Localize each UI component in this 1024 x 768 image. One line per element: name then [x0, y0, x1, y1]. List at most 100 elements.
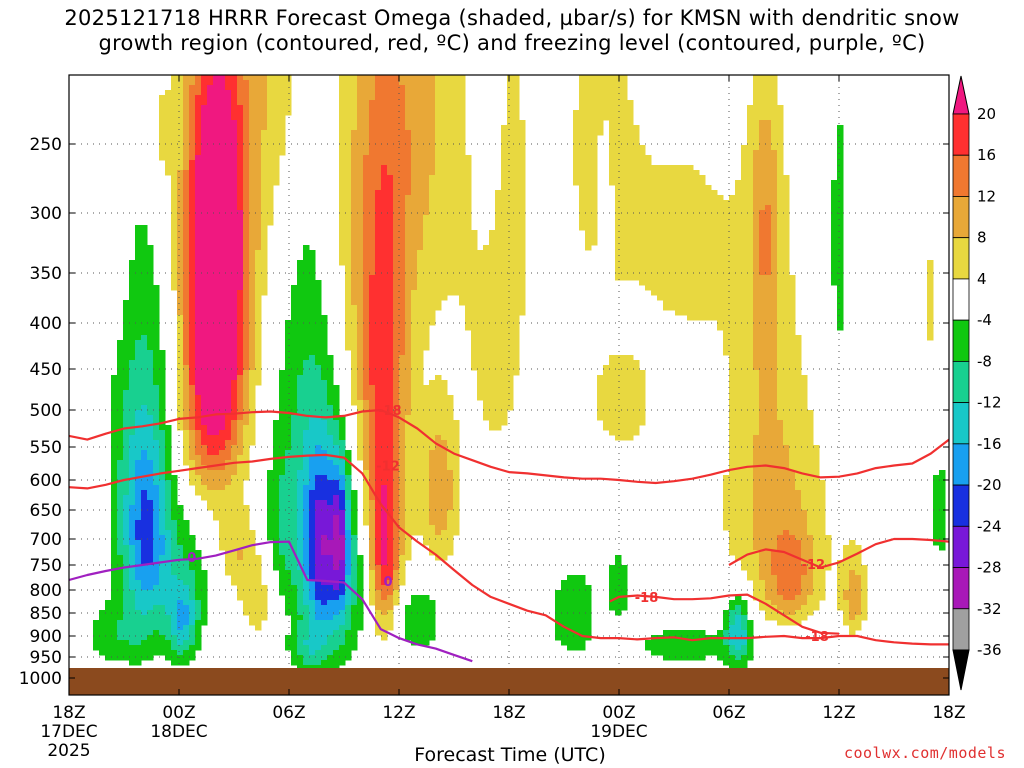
omega-cell: [189, 285, 196, 291]
omega-cell: [627, 160, 634, 166]
omega-cell: [255, 305, 262, 311]
omega-cell: [651, 275, 658, 281]
omega-cell: [339, 85, 346, 91]
omega-cell: [663, 265, 670, 271]
omega-cell: [309, 370, 316, 376]
omega-cell: [501, 140, 508, 146]
omega-cell: [393, 130, 400, 136]
omega-cell: [159, 100, 166, 106]
omega-cell: [657, 215, 664, 221]
omega-cell: [705, 200, 712, 206]
omega-cell: [309, 350, 316, 356]
omega-cell: [111, 390, 118, 396]
omega-cell: [591, 170, 598, 176]
omega-cell: [729, 275, 736, 281]
omega-cell: [747, 360, 754, 366]
omega-cell: [357, 120, 364, 126]
omega-cell: [429, 145, 436, 151]
omega-cell: [393, 285, 400, 291]
omega-cell: [219, 230, 226, 236]
omega-cell: [441, 255, 448, 261]
omega-cell: [243, 170, 250, 176]
omega-cell: [753, 390, 760, 396]
omega-cell: [363, 420, 370, 426]
omega-cell: [771, 420, 778, 426]
omega-cell: [759, 420, 766, 426]
omega-cell: [519, 295, 526, 301]
omega-cell: [177, 210, 184, 216]
omega-cell: [579, 210, 586, 216]
omega-cell: [147, 270, 154, 276]
omega-cell: [393, 190, 400, 196]
omega-cell: [189, 85, 196, 91]
omega-cell: [633, 415, 640, 421]
omega-cell: [441, 235, 448, 241]
omega-cell: [513, 320, 520, 326]
omega-cell: [513, 150, 520, 156]
omega-cell: [741, 395, 748, 401]
omega-cell: [267, 180, 274, 186]
omega-cell: [159, 405, 166, 411]
omega-cell: [669, 235, 676, 241]
omega-cell: [375, 395, 382, 401]
omega-cell: [273, 180, 280, 186]
omega-cell: [315, 355, 322, 361]
omega-cell: [507, 130, 514, 136]
omega-cell: [291, 390, 298, 396]
omega-cell: [603, 110, 610, 116]
omega-cell: [501, 290, 508, 296]
omega-cell: [735, 340, 742, 346]
omega-cell: [417, 360, 424, 366]
omega-cell: [405, 360, 412, 366]
omega-cell: [465, 245, 472, 251]
omega-cell: [483, 340, 490, 346]
omega-cell: [615, 80, 622, 86]
omega-cell: [375, 390, 382, 396]
omega-cell: [639, 280, 646, 286]
omega-cell: [747, 245, 754, 251]
omega-cell: [339, 420, 346, 426]
omega-cell: [639, 255, 646, 261]
omega-cell: [633, 165, 640, 171]
omega-cell: [375, 305, 382, 311]
omega-cell: [453, 150, 460, 156]
omega-cell: [477, 315, 484, 321]
omega-cell: [327, 420, 334, 426]
omega-cell: [591, 110, 598, 116]
omega-cell: [219, 425, 226, 431]
omega-cell: [231, 420, 238, 426]
omega-cell: [339, 150, 346, 156]
omega-cell: [639, 260, 646, 266]
omega-cell: [255, 230, 262, 236]
omega-cell: [387, 345, 394, 351]
omega-cell: [783, 350, 790, 356]
omega-cell: [717, 235, 724, 241]
omega-cell: [435, 265, 442, 271]
omega-cell: [681, 235, 688, 241]
omega-cell: [249, 165, 256, 171]
omega-cell: [123, 400, 130, 406]
omega-cell: [255, 355, 262, 361]
omega-cell: [783, 210, 790, 216]
omega-cell: [387, 280, 394, 286]
omega-cell: [489, 420, 496, 426]
omega-cell: [489, 340, 496, 346]
omega-cell: [123, 315, 130, 321]
omega-cell: [687, 305, 694, 311]
omega-cell: [837, 190, 844, 196]
omega-cell: [351, 90, 358, 96]
omega-cell: [423, 245, 430, 251]
omega-cell: [255, 180, 262, 186]
omega-cell: [465, 170, 472, 176]
omega-cell: [615, 210, 622, 216]
omega-cell: [435, 145, 442, 151]
omega-cell: [351, 140, 358, 146]
omega-cell: [513, 130, 520, 136]
omega-cell: [195, 85, 202, 91]
omega-cell: [111, 425, 118, 431]
omega-cell: [237, 175, 244, 181]
omega-cell: [621, 105, 628, 111]
omega-cell: [231, 375, 238, 381]
omega-cell: [177, 280, 184, 286]
omega-cell: [189, 165, 196, 171]
